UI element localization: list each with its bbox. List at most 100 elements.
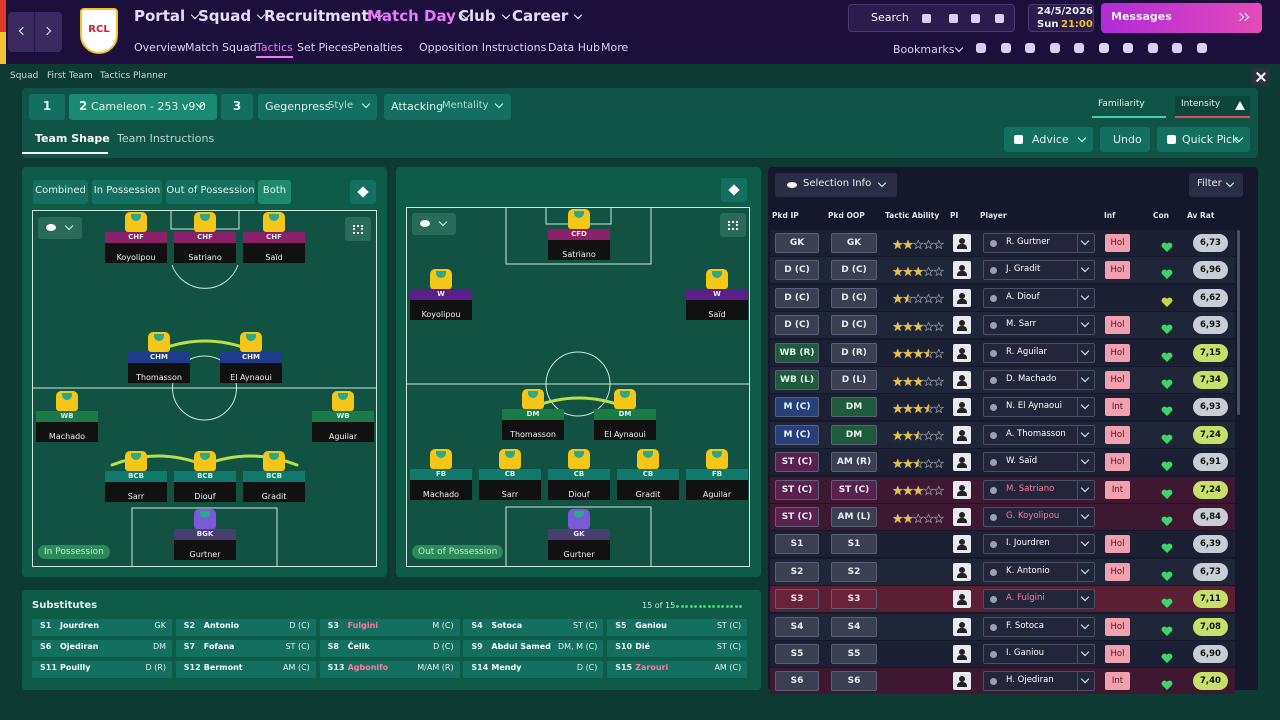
intensity[interactable]: Intensity — [1175, 96, 1250, 118]
substitute-row[interactable]: S12 Bermont AM (C) — [175, 661, 316, 678]
mentality-dropdown[interactable]: Attacking Mentality — [384, 94, 511, 120]
substitute-row[interactable]: S3 Fulgini M (C) — [319, 619, 460, 636]
search-label[interactable]: Search — [871, 11, 909, 24]
substitute-row[interactable]: S9 Abdul Samed DM, M (C) — [463, 640, 604, 657]
bookmark-icon[interactable] — [1049, 43, 1060, 53]
table-row[interactable]: M (C) DM N. El Aynaoui Int 6,93 — [770, 394, 1235, 421]
substitute-row[interactable]: S1 Jourdren GK — [32, 619, 172, 636]
bookmark-icon[interactable] — [1000, 43, 1011, 53]
player-card[interactable]: W Koyolipou — [410, 269, 472, 321]
slot-button[interactable]: 3 — [221, 94, 253, 120]
bookmark-icon[interactable] — [1074, 43, 1084, 53]
menu-item[interactable]: Career — [512, 7, 569, 25]
menu-item[interactable]: Club — [458, 7, 496, 25]
visibility-button[interactable] — [38, 217, 82, 239]
substitute-row[interactable]: S8 Čelik D (C) — [319, 640, 460, 657]
tactic-dropdown[interactable]: 2 Cameleon - 253 v9.0 — [69, 94, 217, 120]
player-card[interactable]: CB Diouf — [548, 449, 610, 501]
menu-item[interactable]: Match Day — [367, 7, 456, 25]
player-card[interactable]: CHM El Aynaoui — [220, 332, 282, 384]
filter-dropdown[interactable]: Filter — [1189, 173, 1243, 197]
player-card[interactable]: BGK Gurtner — [174, 509, 236, 561]
column-header[interactable]: Player — [980, 211, 1007, 220]
close-button[interactable] — [1252, 68, 1270, 86]
menu-item[interactable]: Recruitment — [264, 7, 369, 25]
column-header[interactable]: Pkd OOP — [828, 211, 865, 220]
table-row[interactable]: S4 S4 F. Sotoca Hol 7,08 — [770, 613, 1235, 640]
player-card[interactable]: FB Aguilar — [686, 449, 748, 501]
substitute-row[interactable]: S11 Pouilly D (R) — [32, 661, 172, 678]
table-row[interactable]: GK GK R. Gurtner Hol 6,73 — [770, 230, 1235, 256]
column-header[interactable]: Pkd IP — [772, 211, 799, 220]
column-header[interactable]: Inf — [1104, 211, 1116, 220]
menu-item[interactable]: Squad — [198, 7, 252, 25]
action-button[interactable]: Quick Pick — [1157, 127, 1250, 152]
substitute-row[interactable]: S7 Fofana ST (C) — [175, 640, 316, 657]
player-card[interactable]: CB Sarr — [479, 449, 541, 501]
substitute-row[interactable]: S5 Ganiou ST (C) — [607, 619, 748, 636]
view-button[interactable] — [721, 178, 747, 202]
breadcrumb[interactable]: Squad — [10, 71, 39, 81]
player-card[interactable]: BCB Diouf — [174, 451, 236, 503]
bookmark-icon[interactable] — [976, 43, 986, 53]
tab[interactable]: Team Instructions — [117, 132, 215, 145]
arrange-button[interactable] — [720, 213, 746, 237]
bookmark-icon[interactable] — [1098, 43, 1109, 53]
player-card[interactable]: DM El Aynaoui — [594, 389, 656, 441]
substitute-row[interactable]: S6 Ojediran DM — [32, 640, 172, 657]
visibility-button[interactable] — [412, 213, 456, 235]
menu-item[interactable]: Portal — [134, 7, 186, 25]
player-card[interactable]: CHM Thomasson — [128, 332, 190, 384]
player-card[interactable]: WB Machado — [36, 391, 98, 443]
table-row[interactable]: WB (R) D (R) R. Aguilar Hol 7,15 — [770, 339, 1235, 366]
substitute-row[interactable]: S4 Sotoca ST (C) — [463, 619, 604, 636]
arrange-button[interactable] — [345, 217, 371, 241]
substitute-row[interactable]: S2 Antonio D (C) — [175, 619, 316, 636]
substitute-row[interactable]: S13 Agbonifo M/AM (R) — [319, 661, 460, 678]
bookmark-icon[interactable] — [1025, 43, 1035, 53]
submenu-item[interactable]: Tactics — [256, 41, 293, 54]
player-card[interactable]: W Saïd — [686, 269, 748, 321]
player-card[interactable]: BCB Gradit — [243, 451, 305, 503]
table-row[interactable]: M (C) DM A. Thomasson Hol 7,24 — [770, 421, 1235, 448]
player-card[interactable]: DM Thomasson — [502, 389, 564, 441]
table-row[interactable]: ST (C) AM (R) W. Saïd Hol 6,91 — [770, 449, 1235, 476]
filter-button[interactable]: Out of Possession — [166, 180, 255, 204]
table-row[interactable]: S5 S5 I. Ganiou Hol 6,90 — [770, 641, 1235, 667]
player-card[interactable]: CHF Saïd — [243, 212, 305, 264]
player-card[interactable]: WB Aguilar — [312, 391, 374, 443]
player-card[interactable]: CHF Satriano — [174, 212, 236, 264]
bookmark-icon[interactable] — [1196, 43, 1207, 53]
bookmark-icon[interactable] — [1123, 43, 1133, 53]
submenu-item[interactable]: Set Pieces — [297, 41, 354, 54]
column-header[interactable]: Tactic Ability — [885, 211, 940, 220]
player-card[interactable]: BCB Sarr — [105, 451, 167, 503]
column-header[interactable]: PI — [950, 211, 959, 220]
action-button[interactable]: Advice — [1004, 127, 1093, 152]
selection-info-button[interactable]: Selection Info — [775, 173, 897, 197]
messages-button[interactable]: Messages — [1101, 3, 1262, 33]
filter-button[interactable]: In Possession — [92, 180, 162, 204]
table-row[interactable]: D (C) D (C) A. Diouf 6,62 — [770, 284, 1235, 311]
player-card[interactable]: CHF Koyolipou — [105, 212, 167, 264]
table-row[interactable]: D (C) D (C) M. Sarr Hol 6,93 — [770, 312, 1235, 339]
column-header[interactable]: Av Rat — [1187, 211, 1215, 220]
table-row[interactable]: S3 S3 A. Fulgini 7,11 — [770, 586, 1235, 613]
bookmark-icon[interactable] — [1147, 43, 1158, 53]
substitute-row[interactable]: S14 Mendy D (C) — [463, 661, 604, 678]
filter-button[interactable]: Combined — [33, 180, 88, 204]
tab[interactable]: Team Shape — [35, 132, 110, 145]
submenu-item[interactable]: Data Hub — [548, 41, 600, 54]
submenu-item[interactable]: Match Squad — [185, 41, 257, 54]
table-row[interactable]: ST (C) AM (L) G. Koyolipou 6,84 — [770, 504, 1235, 530]
table-row[interactable]: S2 S2 K. Antonio Hol 6,73 — [770, 558, 1235, 585]
bookmarks[interactable]: Bookmarks — [893, 43, 955, 56]
table-row[interactable]: D (C) D (C) J. Gradit Hol 6,96 — [770, 257, 1235, 284]
submenu-item[interactable]: Opposition Instructions — [419, 41, 547, 54]
table-row[interactable]: S1 S1 I. Jourdren Hol 6,39 — [770, 531, 1235, 558]
submenu-item[interactable]: More — [601, 41, 629, 54]
familiarity[interactable]: Familiarity — [1092, 96, 1166, 118]
bookmark-icon[interactable] — [1172, 43, 1182, 53]
substitute-row[interactable]: S10 Dié ST (C) — [607, 640, 748, 657]
player-card[interactable]: GK Gurtner — [548, 509, 610, 561]
